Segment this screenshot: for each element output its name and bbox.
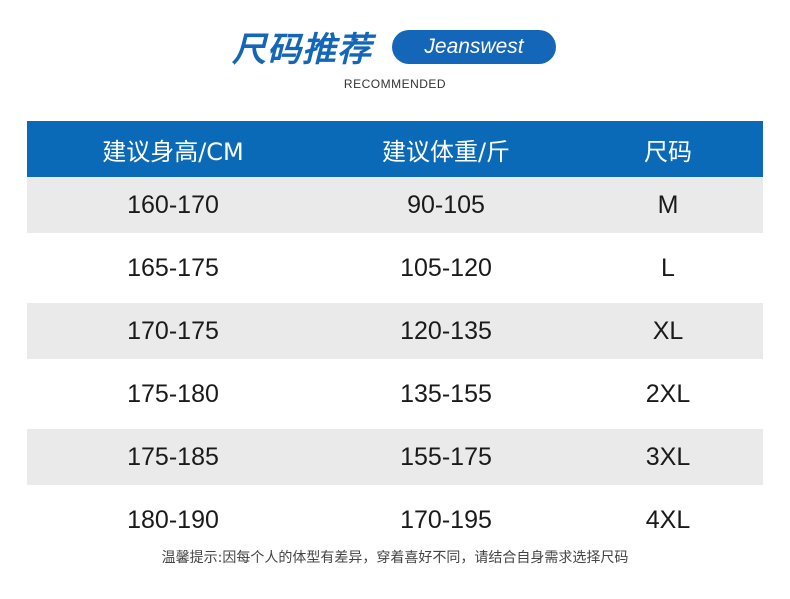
table-row: 165-175 105-120 L [27, 233, 763, 303]
cell-height: 170-175 [127, 316, 219, 345]
cell-height: 165-175 [127, 253, 219, 282]
size-table: 建议身高/CM 建议体重/斤 尺码 160-170 90-105 M 165-175 1… [27, 121, 763, 555]
cell-size: L [661, 253, 675, 282]
table-row: 160-170 90-105 M [27, 177, 763, 233]
cell-height: 175-180 [127, 379, 219, 408]
table-header: 建议身高/CM 建议体重/斤 尺码 [27, 121, 763, 177]
subtitle: RECOMMENDED [343, 77, 447, 91]
cell-weight: 120-135 [400, 316, 492, 345]
footer-note: 温馨提示:因每个人的体型有差异，穿着喜好不同，请结合自身需求选择尺码 [161, 550, 629, 566]
cell-weight: 170-195 [400, 505, 492, 534]
cell-size: 3XL [645, 442, 691, 471]
cell-height: 160-170 [127, 190, 219, 219]
cell-size: 2XL [645, 379, 691, 408]
column-header-height: 建议身高/CM [102, 137, 244, 166]
column-header-size: 尺码 [644, 137, 692, 166]
cell-size: 4XL [645, 505, 691, 534]
cell-size: M [657, 190, 679, 219]
brand-logo: Jeanswest [392, 30, 556, 64]
cell-weight: 90-105 [407, 190, 485, 219]
cell-weight: 155-175 [400, 442, 492, 471]
table-row: 175-185 155-175 3XL [27, 429, 763, 485]
page-title: 尺码推荐 [232, 30, 372, 70]
cell-height: 180-190 [127, 505, 219, 534]
table-row: 175-180 135-155 2XL [27, 359, 763, 429]
column-header-weight: 建议体重/斤 [381, 137, 511, 166]
cell-size: XL [652, 316, 684, 345]
table-row: 180-190 170-195 4XL [27, 485, 763, 555]
cell-height: 175-185 [127, 442, 219, 471]
cell-weight: 135-155 [400, 379, 492, 408]
table-row: 170-175 120-135 XL [27, 303, 763, 359]
cell-weight: 105-120 [400, 253, 492, 282]
